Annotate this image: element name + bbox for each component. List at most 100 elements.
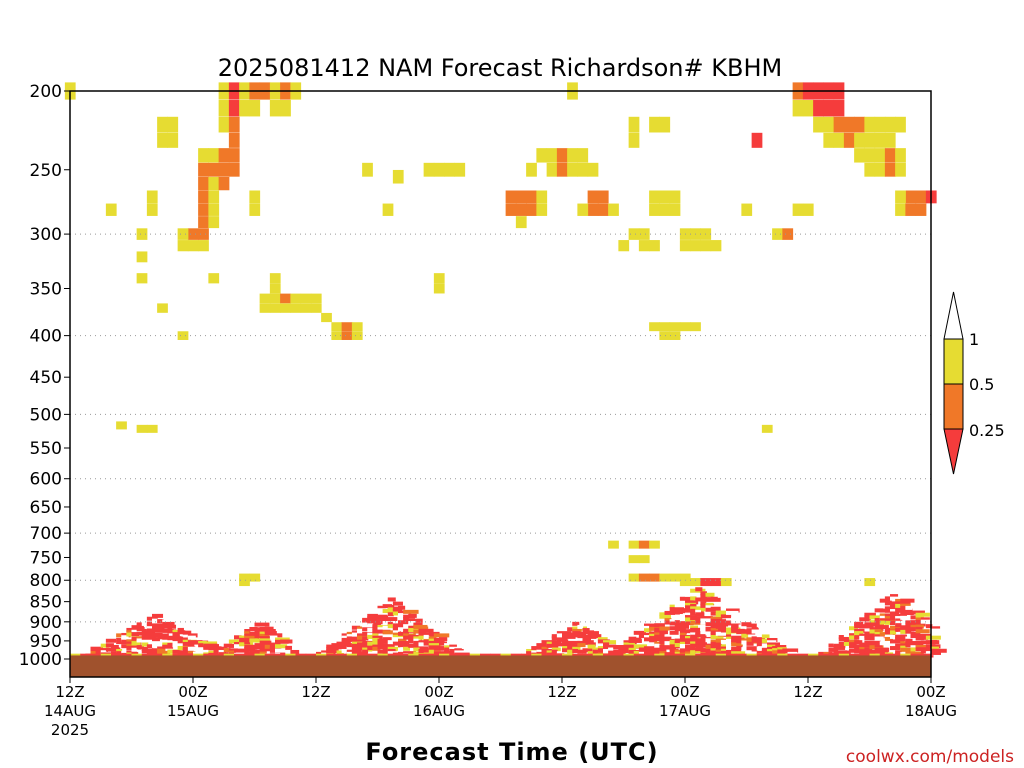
bl-cell	[623, 642, 635, 647]
bl-cell	[439, 641, 447, 646]
heatmap-cell	[198, 190, 209, 204]
heatmap-cell	[208, 203, 220, 216]
bl-cell	[582, 648, 593, 653]
bl-cell	[890, 604, 899, 609]
bl-cell	[157, 650, 171, 655]
bl-cell	[654, 623, 665, 628]
surface-cell	[80, 653, 91, 657]
x-tick-label: 12Z	[301, 683, 330, 701]
bl-cell	[890, 630, 897, 635]
bl-cell	[351, 630, 360, 635]
bl-cell	[167, 624, 177, 629]
surface-cell	[551, 653, 563, 657]
bl-cell	[418, 628, 434, 633]
bl-cell	[900, 606, 907, 611]
heatmap-cell	[823, 132, 835, 148]
bl-cell	[685, 644, 696, 649]
surface-cell	[459, 653, 471, 657]
bl-cell	[428, 638, 435, 643]
bl-cell	[439, 637, 448, 642]
bl-cell	[357, 646, 365, 651]
surface-cell	[162, 653, 173, 657]
bl-cell	[157, 644, 168, 649]
x-tick-label: 00Z	[670, 683, 699, 701]
bl-cell	[900, 641, 910, 646]
bl-cell	[890, 646, 900, 651]
y-tick-label: 200	[30, 82, 62, 102]
heatmap-cell	[556, 162, 568, 177]
y-tick-label: 700	[30, 524, 62, 544]
bl-cell	[377, 605, 386, 610]
heatmap-cell	[300, 293, 312, 304]
bl-cell	[679, 630, 687, 635]
bl-cell	[105, 643, 114, 648]
bl-cell	[126, 627, 136, 632]
heatmap-cell	[884, 162, 896, 177]
bl-cell	[136, 622, 143, 627]
bl-cell	[649, 638, 657, 643]
heatmap-cell	[741, 203, 753, 216]
bl-cell	[567, 640, 580, 645]
surface-cell	[746, 653, 758, 657]
bl-cell	[700, 648, 711, 653]
heatmap-cell	[167, 116, 179, 133]
surface-cell	[900, 653, 911, 657]
bl-cell	[664, 618, 672, 623]
bl-cell	[172, 649, 180, 654]
bl-cell	[141, 646, 148, 651]
surface-cell	[910, 653, 922, 657]
bl-cell	[685, 600, 699, 605]
bl-cell	[562, 632, 577, 637]
bl-cell	[157, 619, 164, 624]
bl-cell	[603, 644, 617, 649]
bl-cell	[920, 617, 930, 622]
bl-cell	[690, 630, 698, 635]
bl-cell	[731, 651, 746, 656]
bl-cell	[377, 649, 385, 654]
bl-cell	[900, 634, 907, 639]
bl-cell	[449, 646, 460, 651]
surface-cell	[398, 653, 409, 657]
heatmap-cell	[915, 190, 927, 204]
bl-cell	[234, 635, 242, 640]
heatmap-cell	[228, 132, 240, 148]
plot-frame	[69, 90, 932, 678]
heatmap-cell	[249, 573, 261, 582]
heatmap-cell	[833, 132, 845, 148]
bl-cell	[644, 648, 653, 653]
bl-cell	[931, 626, 941, 631]
bl-cell	[905, 620, 912, 625]
surface-cell	[90, 653, 102, 657]
bl-cell	[152, 628, 161, 633]
bl-cell	[392, 630, 400, 635]
bl-cell	[223, 643, 233, 648]
bl-cell	[572, 644, 579, 649]
heatmap-cell	[679, 240, 691, 252]
heatmap-cell	[198, 240, 209, 252]
bl-cell	[864, 622, 872, 627]
bl-cell	[828, 647, 839, 652]
bl-cell	[736, 616, 745, 621]
bl-cell	[152, 613, 164, 618]
heatmap-cell	[895, 162, 906, 177]
surface-cell	[890, 653, 901, 657]
bl-cell	[346, 643, 356, 648]
bl-cell	[756, 637, 766, 642]
bl-cell	[751, 647, 758, 652]
bl-cell	[346, 634, 357, 639]
bl-cell	[618, 650, 625, 655]
bl-cell	[654, 627, 664, 632]
bl-cell	[874, 634, 885, 639]
bl-cell	[249, 649, 258, 654]
bl-cell	[843, 650, 851, 655]
bl-cell	[244, 628, 251, 633]
bl-cell	[218, 647, 229, 652]
bl-cell	[423, 634, 430, 639]
bl-cell	[685, 638, 701, 643]
heatmap-cell	[618, 240, 630, 252]
colorbar-yellow	[943, 338, 964, 385]
bl-cell	[146, 650, 153, 655]
heatmap-cell	[515, 216, 527, 229]
bl-cell	[705, 649, 713, 654]
bl-cell	[895, 636, 908, 641]
